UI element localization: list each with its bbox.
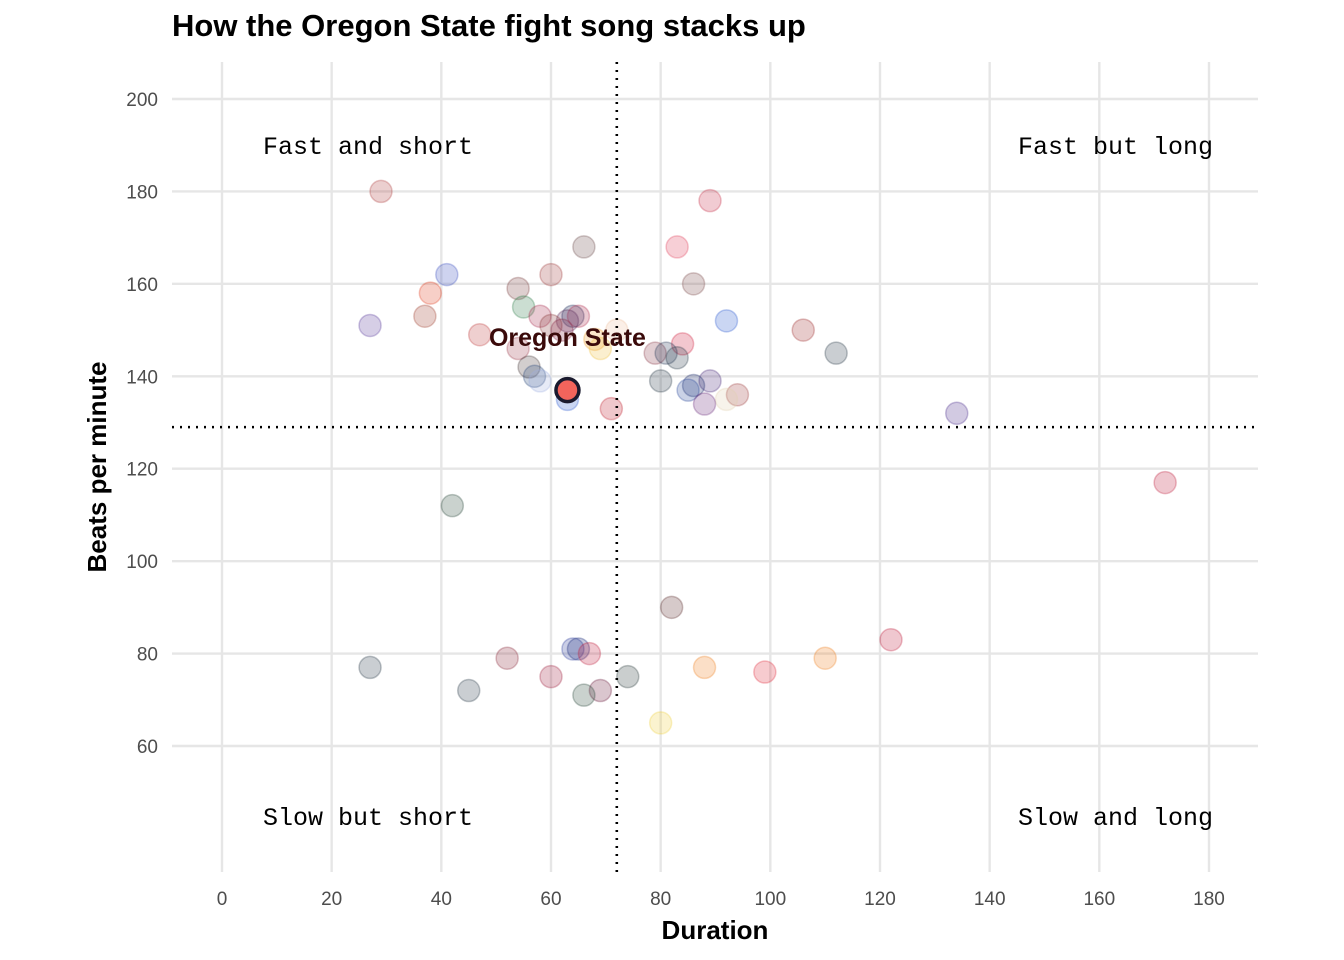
highlight-point: [554, 376, 581, 404]
data-point: [714, 309, 739, 333]
y-tick-label: 80: [137, 645, 158, 666]
data-point: [676, 378, 700, 402]
y-tick-label: 140: [126, 367, 158, 388]
x-tick-label: 40: [431, 889, 452, 910]
data-point: [539, 262, 563, 287]
data-point: [813, 646, 837, 670]
data-point: [506, 336, 530, 361]
data-point: [413, 304, 437, 328]
data-point: [561, 304, 585, 328]
data-point: [879, 627, 903, 652]
y-axis-title: Beats per minute: [82, 362, 112, 573]
x-tick-label: 80: [650, 889, 671, 910]
data-point: [648, 369, 673, 393]
data-point: [440, 493, 465, 518]
data-point: [1153, 470, 1177, 495]
data-point: [467, 322, 492, 347]
x-tick-label: 20: [321, 889, 342, 910]
data-point: [566, 304, 591, 328]
data-point: [577, 641, 602, 666]
y-tick-label: 60: [137, 737, 158, 758]
highlight-label: Oregon State: [489, 324, 646, 352]
data-point: [511, 295, 536, 319]
data-point: [698, 369, 722, 393]
data-point: [670, 332, 695, 356]
x-tick-label: 160: [1083, 889, 1115, 910]
data-point: [643, 341, 667, 365]
data-point: [714, 387, 739, 412]
data-point: [665, 346, 689, 370]
data-point: [418, 281, 443, 305]
data-point: [561, 637, 585, 661]
data-point: [681, 373, 706, 398]
data-point: [945, 401, 969, 426]
x-tick-label: 120: [864, 889, 896, 910]
data-point: [791, 318, 815, 342]
quadrant-label-bottom-right: Slow and long: [1018, 804, 1213, 833]
axis-ticks: 0 20 40 60 80 100 120 140 160 180 60 80 100 120 140 160…: [126, 90, 1225, 910]
data-point: [588, 336, 613, 361]
x-tick-label: 140: [974, 889, 1006, 910]
y-tick-label: 100: [126, 552, 158, 573]
data-point: [824, 341, 848, 365]
data-point: [583, 327, 607, 352]
data-point: [616, 664, 640, 689]
x-tick-label: 180: [1193, 889, 1225, 910]
quadrant-label-top-left: Fast and short: [263, 133, 473, 162]
quadrant-label-bottom-left: Slow but short: [263, 804, 473, 833]
quadrant-label-top-right: Fast but long: [1018, 133, 1213, 162]
data-point: [550, 318, 574, 342]
x-tick-label: 100: [754, 889, 786, 910]
x-tick-label: 60: [540, 889, 561, 910]
data-point: [659, 595, 684, 620]
data-point: [495, 646, 519, 670]
data-point: [506, 276, 530, 301]
x-axis-title: Duration: [662, 915, 769, 945]
data-point: [572, 683, 596, 707]
data-point: [665, 235, 689, 259]
data-point: [539, 664, 563, 689]
highlight-group: Oregon State: [489, 324, 646, 404]
data-point: [599, 396, 624, 421]
data-points: [358, 179, 1177, 735]
data-point: [457, 678, 481, 703]
y-tick-label: 160: [126, 275, 158, 296]
data-point: [654, 341, 678, 365]
data-point: [648, 711, 673, 735]
quadrant-labels: Fast and short Fast but long Slow but shor…: [263, 133, 1213, 833]
y-tick-label: 180: [126, 182, 158, 203]
y-tick-label: 120: [126, 460, 158, 481]
grid-lines: [172, 62, 1258, 872]
data-point: [555, 309, 580, 333]
data-point: [522, 364, 547, 389]
data-point: [572, 235, 596, 259]
data-point: [566, 637, 591, 661]
data-point: [725, 383, 750, 407]
data-point: [358, 655, 382, 680]
data-point: [358, 313, 382, 338]
data-point: [698, 188, 722, 213]
data-point: [681, 272, 706, 296]
data-point: [753, 660, 777, 684]
reference-lines: [172, 62, 1258, 872]
data-point: [588, 678, 613, 703]
x-tick-label: 0: [217, 889, 228, 910]
data-point: [369, 179, 393, 204]
data-point: [528, 304, 552, 328]
data-point: [692, 655, 717, 680]
chart-title: How the Oregon State fight song stacks u…: [172, 8, 806, 43]
data-point: [517, 355, 541, 379]
data-point: [692, 392, 717, 416]
data-point: [435, 262, 459, 287]
y-tick-label: 200: [126, 90, 158, 111]
data-point: [528, 369, 552, 393]
data-point: [539, 313, 563, 338]
